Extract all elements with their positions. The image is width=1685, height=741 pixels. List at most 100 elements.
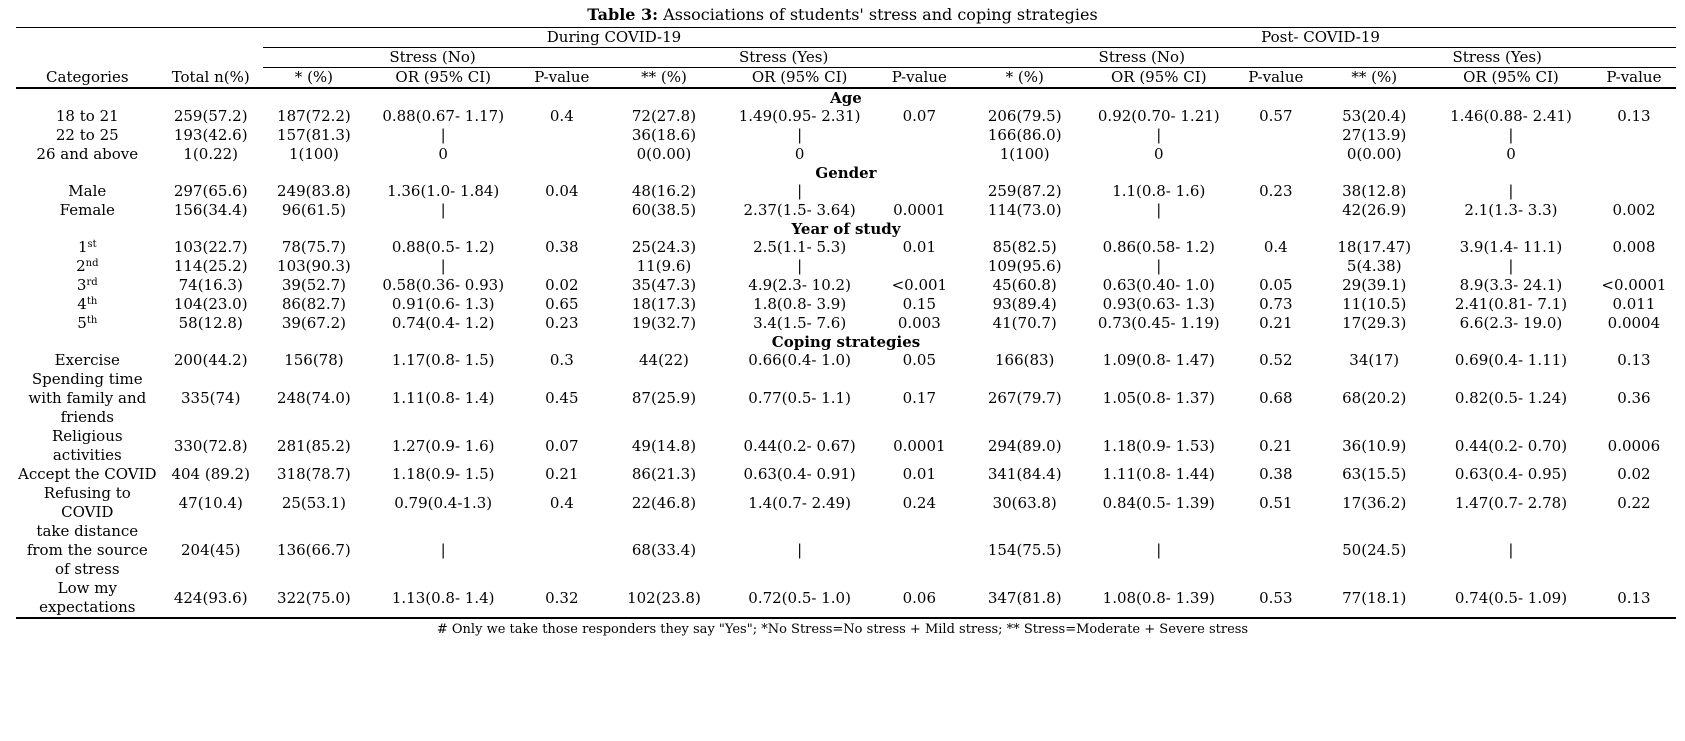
- section-title: Year of study: [791, 220, 901, 238]
- table-cell: 0.0006: [1607, 436, 1661, 455]
- table-cell: 0.38: [545, 238, 579, 256]
- table-cell: [1592, 126, 1676, 145]
- column-header: * (%): [262, 67, 365, 89]
- table-cell: 58(12.8): [178, 314, 243, 332]
- table-cell: 0(0.00): [1346, 145, 1402, 163]
- section-title: Age: [830, 89, 862, 107]
- table-cell: 74(16.3): [178, 276, 243, 294]
- table-cell: 0.65: [545, 295, 579, 313]
- table-cell: 18(17.47): [1337, 238, 1412, 256]
- table-cell: 86(21.3): [631, 465, 697, 483]
- row-category: 5th: [16, 314, 159, 333]
- table-cell: 17(36.2): [1342, 493, 1407, 512]
- table-cell: 0.68: [1259, 389, 1293, 407]
- table-cell: 248(74.0): [277, 389, 351, 407]
- row-category-label: 18 to 21: [55, 107, 119, 125]
- table-cell: 0.63(0.4- 0.95): [1454, 465, 1568, 483]
- table-cell: 0.07: [902, 107, 937, 125]
- table-cell: 0.44(0.2- 0.67): [743, 436, 856, 455]
- column-header: OR (95% CI): [364, 67, 522, 89]
- table-cell: 0.21: [1259, 314, 1293, 332]
- table-title-text: Associations of students' stress and cop…: [663, 5, 1098, 24]
- header-stress-no-during: Stress (No): [262, 47, 603, 68]
- table-cell: 404 (89.2): [171, 465, 250, 483]
- table-row: 3rd 74(16.3) 39(52.7) 0.58(0.36- 0.93) 0.02 3…: [16, 276, 1676, 295]
- row-category-label: Low my expectations: [39, 579, 136, 616]
- table-row: Spending time with family and friends 335…: [16, 370, 1676, 427]
- row-category-ordinal: st: [87, 239, 97, 250]
- table-cell: 0: [438, 145, 448, 163]
- table-cell: 87(25.9): [631, 389, 697, 407]
- table-cell: 0.86(0.58- 1.2): [1102, 238, 1215, 256]
- column-header: * (%): [965, 67, 1085, 89]
- column-header: P-value: [521, 67, 603, 89]
- table-row: Low my expectations 424(93.6) 322(75.0) 1.1…: [16, 579, 1676, 619]
- table-cell: 0.13: [1617, 107, 1651, 125]
- row-category-ordinal: th: [86, 296, 98, 307]
- table-cell: |: [797, 182, 803, 200]
- table-cell: 0.23: [545, 314, 579, 332]
- table-cell: 193(42.6): [173, 126, 248, 144]
- row-category-label: 26 and above: [36, 145, 139, 163]
- table-cell: 0.72(0.5- 1.0): [725, 579, 874, 619]
- table-title: Table 3: Associations of students' stres…: [0, 0, 1685, 27]
- table-row: 22 to 25 193(42.6) 157(81.3) | 36(18.6) | 166(…: [16, 126, 1676, 145]
- table-cell: 1(100): [288, 145, 339, 163]
- table-cell: [1592, 145, 1676, 164]
- table-cell: 267(79.7): [987, 389, 1062, 407]
- table-cell: 1.27(0.9- 1.6): [391, 436, 495, 455]
- table-cell: 0.53: [1233, 579, 1319, 619]
- table-cell: 1(100): [999, 145, 1050, 163]
- table-cell: 318(78.7): [277, 465, 351, 483]
- row-category: Female: [16, 201, 159, 220]
- table-cell: 5(4.38): [1346, 257, 1402, 275]
- table-cell: 157(81.3): [277, 126, 351, 144]
- row-category: 3rd: [16, 276, 159, 295]
- row-category: 4th: [16, 295, 159, 314]
- table-cell: 0.3: [549, 351, 574, 369]
- table-cell: 1.11(0.8- 1.44): [1102, 465, 1215, 483]
- table-cell: 0.21: [1259, 436, 1293, 455]
- table-cell: [874, 126, 966, 145]
- section-row: Year of study: [16, 220, 1676, 238]
- table-cell: 18(17.3): [631, 295, 697, 313]
- table-cell: 3.9(1.4- 11.1): [1459, 238, 1563, 256]
- table-cell: 1.09(0.8- 1.47): [1102, 351, 1215, 369]
- table-cell: |: [1508, 541, 1514, 559]
- table-cell: 22(46.8): [631, 493, 697, 512]
- table-cell: [874, 182, 966, 201]
- header-columns-row: Categories Total n(%) * (%) OR (95% CI) P-va…: [16, 67, 1676, 89]
- table-cell: [521, 522, 602, 579]
- table-cell: |: [440, 541, 446, 559]
- table-cell: 0.0001: [893, 436, 946, 455]
- table-cell: 39(67.2): [281, 314, 347, 332]
- table-row: Accept the COVID 404 (89.2) 318(78.7) 1.18(…: [16, 465, 1676, 484]
- row-category-label: 1: [77, 238, 88, 256]
- section-row: Age: [16, 88, 1676, 107]
- table-cell: 0.24: [902, 493, 937, 512]
- table-title-label: Table 3:: [587, 5, 659, 24]
- table-cell: 1.11(0.8- 1.4): [391, 389, 495, 407]
- table-cell: [1233, 257, 1318, 276]
- header-period-during: During COVID-19: [262, 27, 966, 48]
- table-cell: 49(14.8): [631, 436, 697, 455]
- row-category-label: 2: [76, 257, 86, 275]
- row-category: take distance from the source of stress: [16, 522, 159, 579]
- table-cell: 2.37(1.5- 3.64): [743, 201, 856, 219]
- table-cell: |: [440, 201, 446, 219]
- table-cell: 335(74): [181, 389, 241, 407]
- table-cell: 25(53.1): [281, 493, 347, 512]
- table-cell: 36(10.9): [1342, 436, 1407, 455]
- table-cell: 0.15: [902, 295, 937, 313]
- table-cell: 1.8(0.8- 3.9): [753, 295, 847, 313]
- table-cell: 0.07: [545, 436, 579, 455]
- row-category: Refusing to COVID: [16, 484, 159, 522]
- table-cell: 29(39.1): [1342, 276, 1407, 294]
- table-body: Age 18 to 21 259(57.2) 187(72.2) 0.88(0.67- …: [16, 88, 1676, 619]
- table-cell: 0.88(0.5- 1.2): [391, 238, 495, 256]
- table-footnote: # Only we take those responders they say…: [436, 622, 1249, 637]
- table-cell: 0.74(0.4- 1.2): [391, 314, 495, 332]
- table-cell: 85(82.5): [992, 238, 1057, 256]
- table-cell: 102(23.8): [602, 579, 726, 619]
- table-cell: 1.17(0.8- 1.5): [391, 351, 495, 369]
